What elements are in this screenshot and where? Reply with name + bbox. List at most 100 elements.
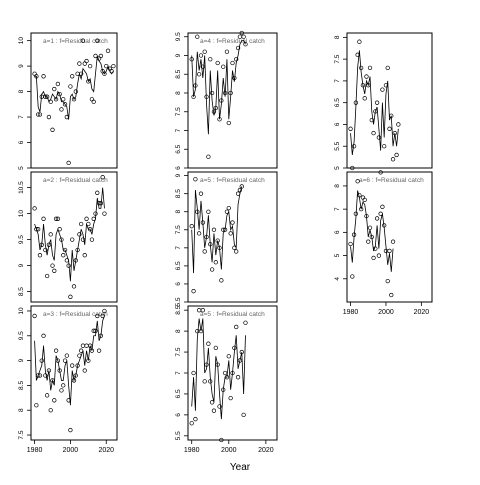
observed-point	[96, 201, 102, 206]
y-tick-label: 8	[175, 329, 182, 333]
observed-point	[367, 225, 373, 230]
observed-point	[95, 190, 100, 195]
observed-point	[84, 343, 89, 348]
observed-point	[55, 358, 61, 363]
observed-point	[222, 370, 228, 376]
observed-point	[232, 245, 237, 250]
observed-point	[77, 353, 82, 358]
observed-point	[189, 421, 194, 426]
observed-point	[43, 247, 48, 253]
observed-point	[364, 74, 369, 79]
y-tick-label: 8	[175, 91, 182, 95]
panel-label: a=4 : f=Residual catch	[200, 38, 265, 45]
observed-point	[75, 363, 80, 368]
observed-point	[241, 412, 246, 418]
observed-point	[350, 165, 355, 171]
observed-point	[198, 53, 204, 58]
fitted-line	[34, 315, 105, 406]
observed-point	[59, 237, 64, 242]
observed-point	[367, 65, 373, 70]
observed-point	[366, 239, 371, 244]
observed-point	[61, 253, 66, 258]
observed-point	[224, 375, 230, 380]
y-tick-label: 7.5	[334, 54, 341, 63]
observed-point	[102, 211, 107, 216]
observed-point	[374, 100, 380, 105]
observed-point	[200, 308, 205, 313]
y-tick-label: 10	[18, 37, 25, 45]
observed-point	[44, 273, 50, 279]
observed-point	[86, 79, 91, 84]
observed-point	[385, 278, 390, 284]
fitted-line	[350, 190, 394, 272]
observed-point	[237, 358, 243, 363]
observed-point	[200, 64, 205, 69]
observed-point	[66, 263, 71, 268]
observed-point	[48, 232, 53, 237]
observed-point	[71, 378, 77, 383]
observed-point	[57, 227, 62, 232]
observed-point	[351, 232, 357, 237]
y-tick-label: 10	[18, 307, 25, 315]
observed-point	[204, 362, 209, 367]
observed-point	[46, 242, 52, 247]
observed-point	[41, 74, 46, 79]
observed-point	[369, 234, 374, 240]
observed-point	[235, 45, 241, 51]
observed-point	[228, 90, 233, 96]
observed-point	[32, 71, 37, 76]
observed-point	[52, 398, 57, 403]
observed-point	[37, 253, 43, 258]
observed-point	[191, 289, 196, 294]
observed-point	[66, 398, 71, 403]
observed-point	[383, 83, 389, 88]
observed-point	[350, 274, 355, 279]
observed-point	[50, 378, 55, 383]
observed-point	[196, 231, 202, 236]
y-tick-label: 7	[334, 79, 341, 83]
observed-point	[387, 248, 392, 254]
observed-point	[105, 48, 111, 53]
y-tick-label: 9	[175, 173, 182, 177]
observed-point	[80, 237, 86, 242]
y-tick-label: 8.5	[175, 189, 182, 198]
observed-point	[53, 348, 59, 353]
observed-point	[62, 247, 68, 253]
observed-point	[50, 263, 55, 268]
observed-point	[50, 127, 55, 132]
y-tick-label: 7	[175, 371, 182, 375]
observed-point	[93, 53, 98, 59]
observed-point	[55, 81, 61, 87]
observed-point	[371, 131, 376, 136]
panel-label: a=2 : f=Residual catch	[43, 177, 108, 184]
observed-point	[217, 404, 222, 409]
observed-point	[226, 205, 231, 211]
observed-point	[89, 97, 95, 102]
x-tick-label: 1980	[184, 447, 200, 454]
observed-point	[217, 117, 222, 122]
y-tick-label: 6.5	[175, 389, 182, 398]
observed-point	[228, 395, 233, 401]
observed-point	[208, 379, 213, 384]
observed-point	[204, 94, 209, 99]
y-tick-label: 9	[18, 263, 25, 267]
observed-point	[86, 221, 91, 227]
y-tick-label: 5.5	[334, 141, 341, 150]
observed-point	[198, 191, 204, 196]
observed-point	[211, 109, 217, 114]
observed-point	[57, 368, 62, 373]
observed-point	[353, 100, 359, 105]
observed-point	[79, 348, 84, 353]
observed-point	[196, 72, 202, 77]
y-tick-label: 8	[334, 35, 341, 39]
y-tick-label: 6	[334, 122, 341, 126]
observed-point	[43, 373, 48, 378]
observed-point	[36, 373, 41, 378]
panel-frame	[187, 32, 278, 169]
observed-point	[86, 358, 91, 363]
observed-point	[226, 120, 231, 126]
observed-point	[230, 220, 235, 225]
x-tick-label: 2000	[63, 447, 79, 454]
panel-label: a=1 : f=Residual catch	[43, 38, 108, 45]
